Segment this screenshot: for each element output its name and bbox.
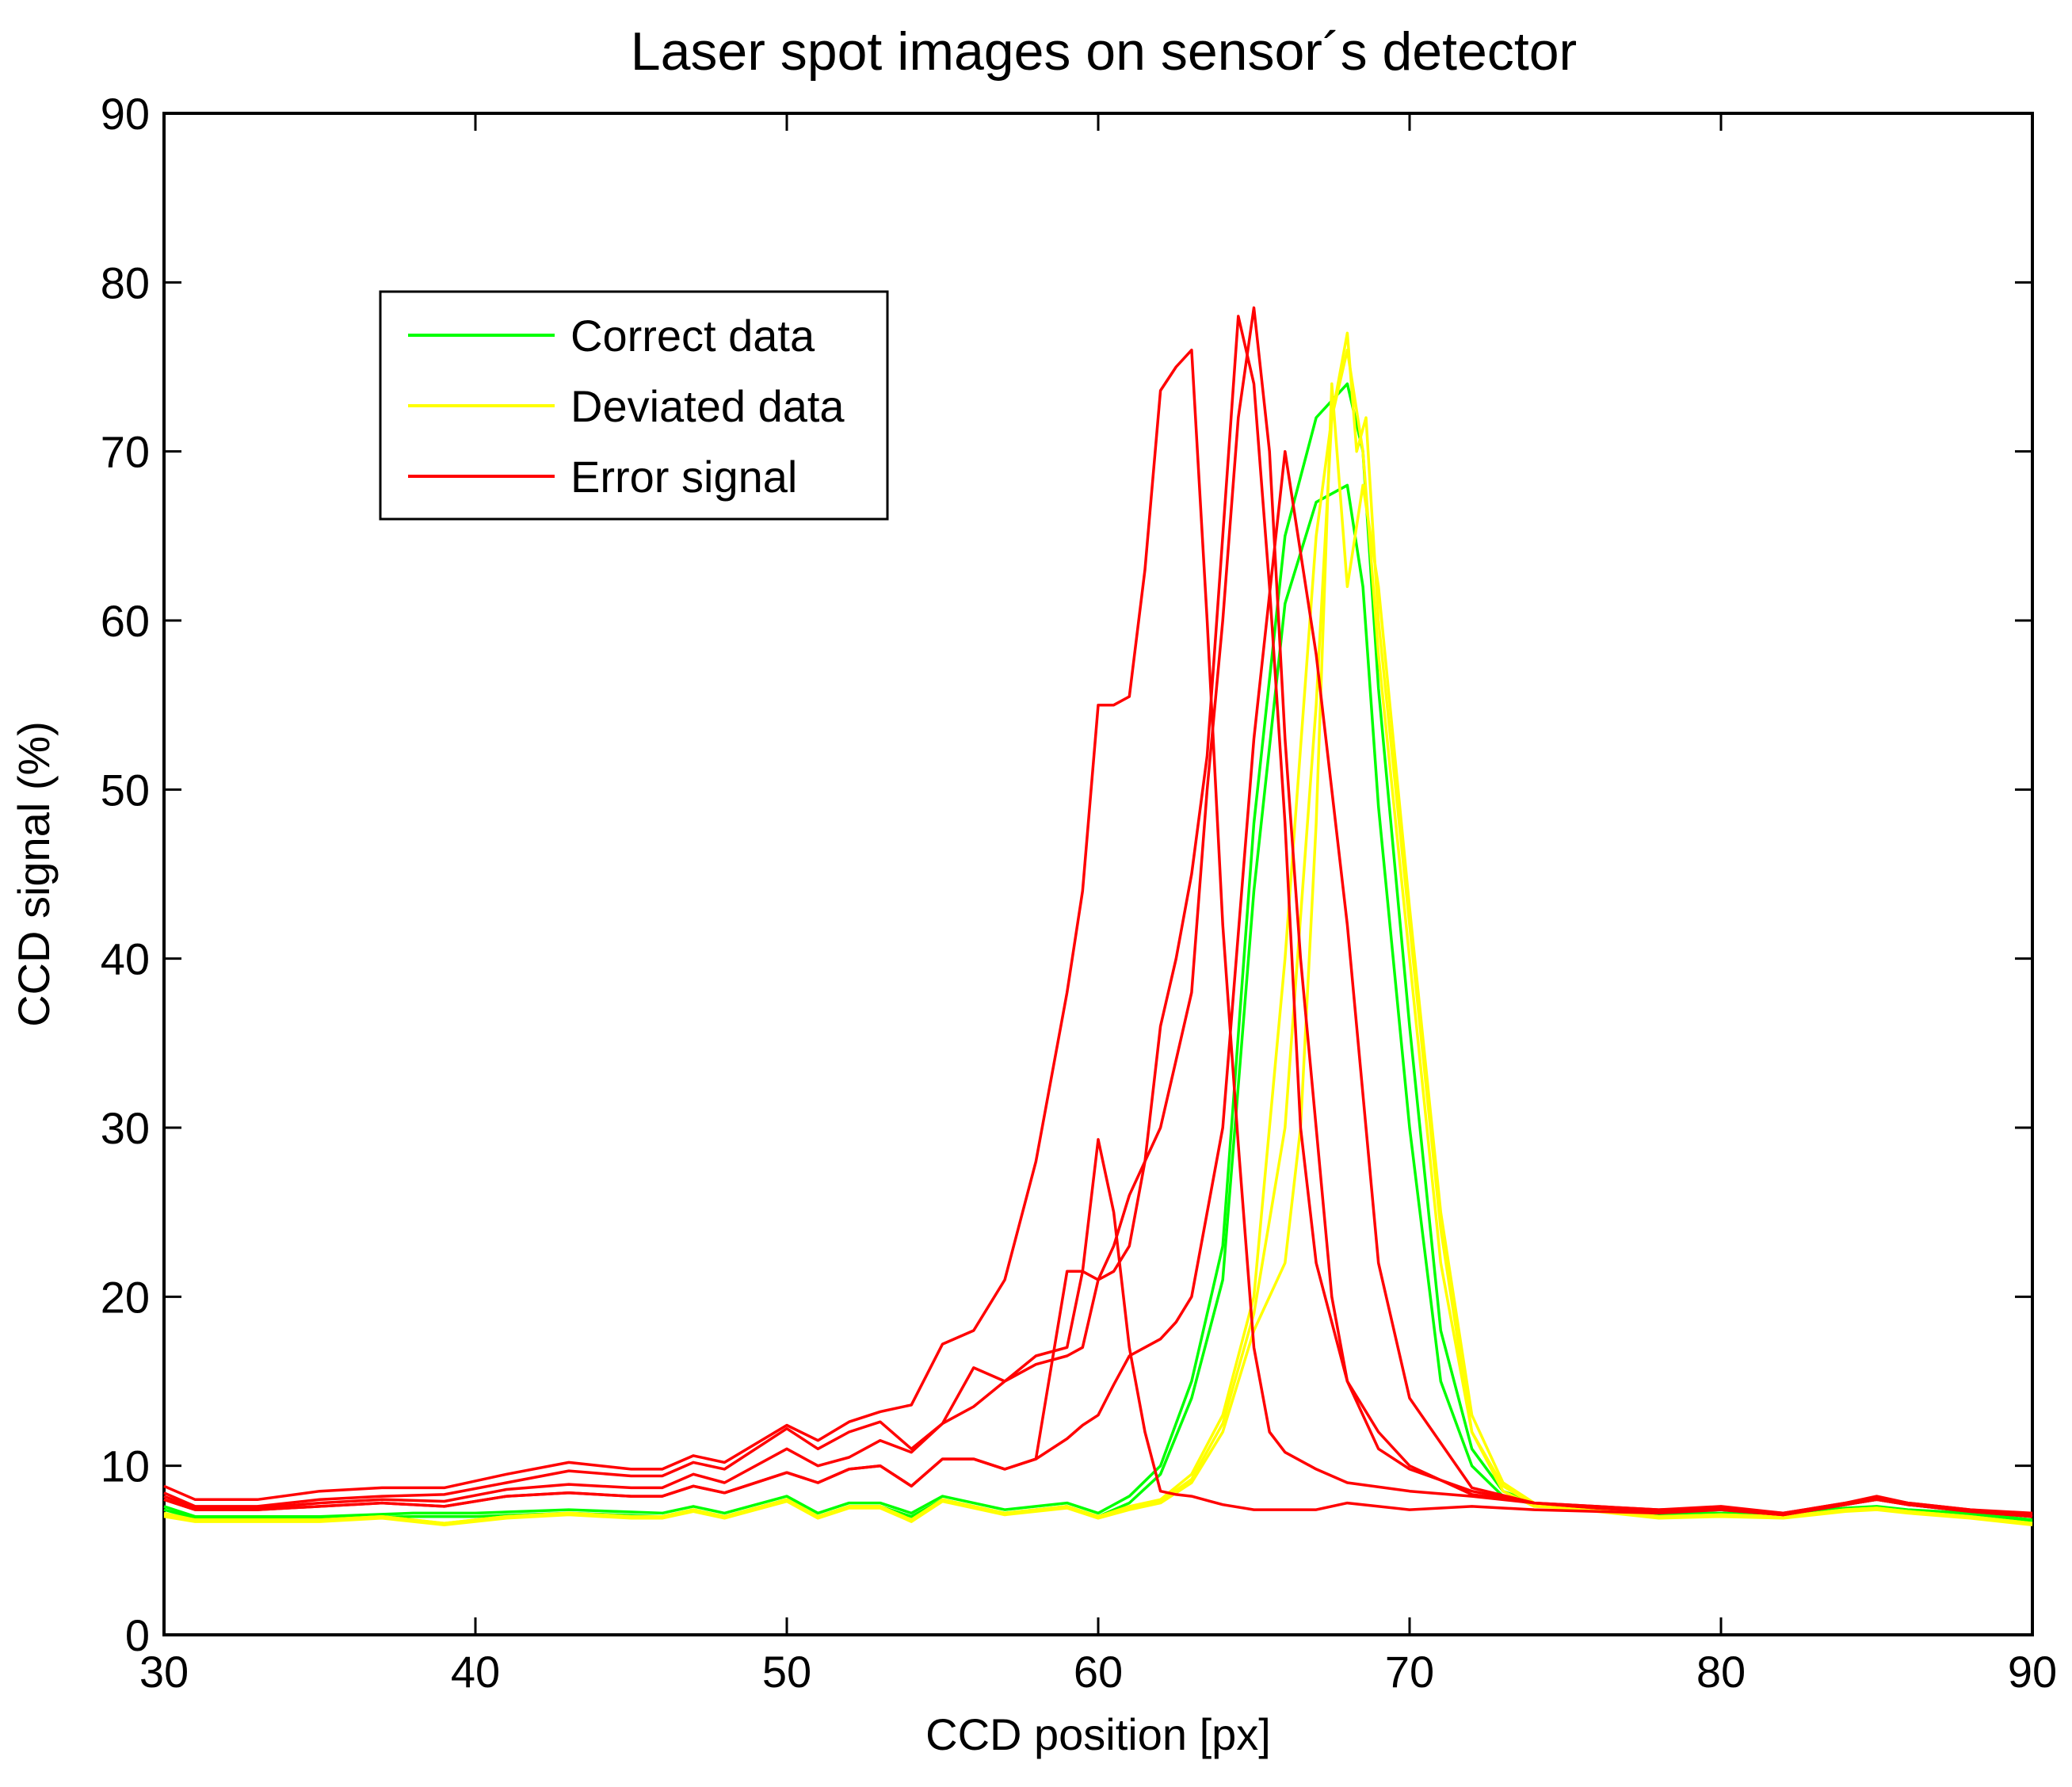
series-line-correct-data: [163, 483, 2033, 1523]
legend-label-correct: Correct data: [570, 311, 815, 361]
series-line-error-signal: [163, 1138, 2033, 1518]
series-line-error-signal: [163, 348, 2033, 1515]
x-tick-label: 70: [1385, 1647, 1434, 1697]
series-line-deviated-data: [163, 348, 2033, 1525]
x-tick-label: 30: [139, 1647, 189, 1697]
x-tick-label: 60: [1074, 1647, 1123, 1697]
y-tick-label: 30: [101, 1103, 150, 1153]
legend: Correct data Deviated data Error signal: [379, 290, 889, 521]
y-tick-label: 80: [101, 258, 150, 307]
x-axis-label: CCD position [px]: [925, 1709, 1271, 1759]
y-tick-label: 60: [101, 596, 150, 646]
series-line-correct-data: [163, 382, 2033, 1522]
y-tick-label: 40: [101, 934, 150, 984]
y-tick-label: 0: [125, 1610, 150, 1660]
legend-label-error: Error signal: [570, 452, 797, 502]
x-tick-label: 50: [762, 1647, 811, 1697]
y-tick-label: 50: [101, 765, 150, 815]
y-tick-label: 90: [101, 89, 150, 139]
legend-label-deviated: Deviated data: [570, 381, 845, 431]
chart-title: Laser spot images on sensor´s detector: [631, 21, 1577, 82]
x-tick-label: 90: [2008, 1647, 2057, 1697]
series-line-error-signal: [163, 449, 2033, 1518]
axis-ticks: 30 40 50 60 70 80 90 0 10 20 30 40 50 60 70 80 90: [101, 89, 2057, 1697]
series-layer: [163, 306, 2033, 1527]
series-line-deviated-data: [163, 382, 2033, 1527]
x-tick-label: 40: [451, 1647, 500, 1697]
y-axis-label: CCD signal (%): [9, 721, 59, 1027]
x-tick-label: 80: [1696, 1647, 1746, 1697]
y-tick-label: 20: [101, 1272, 150, 1322]
y-tick-label: 10: [101, 1441, 150, 1491]
y-tick-label: 70: [101, 427, 150, 477]
